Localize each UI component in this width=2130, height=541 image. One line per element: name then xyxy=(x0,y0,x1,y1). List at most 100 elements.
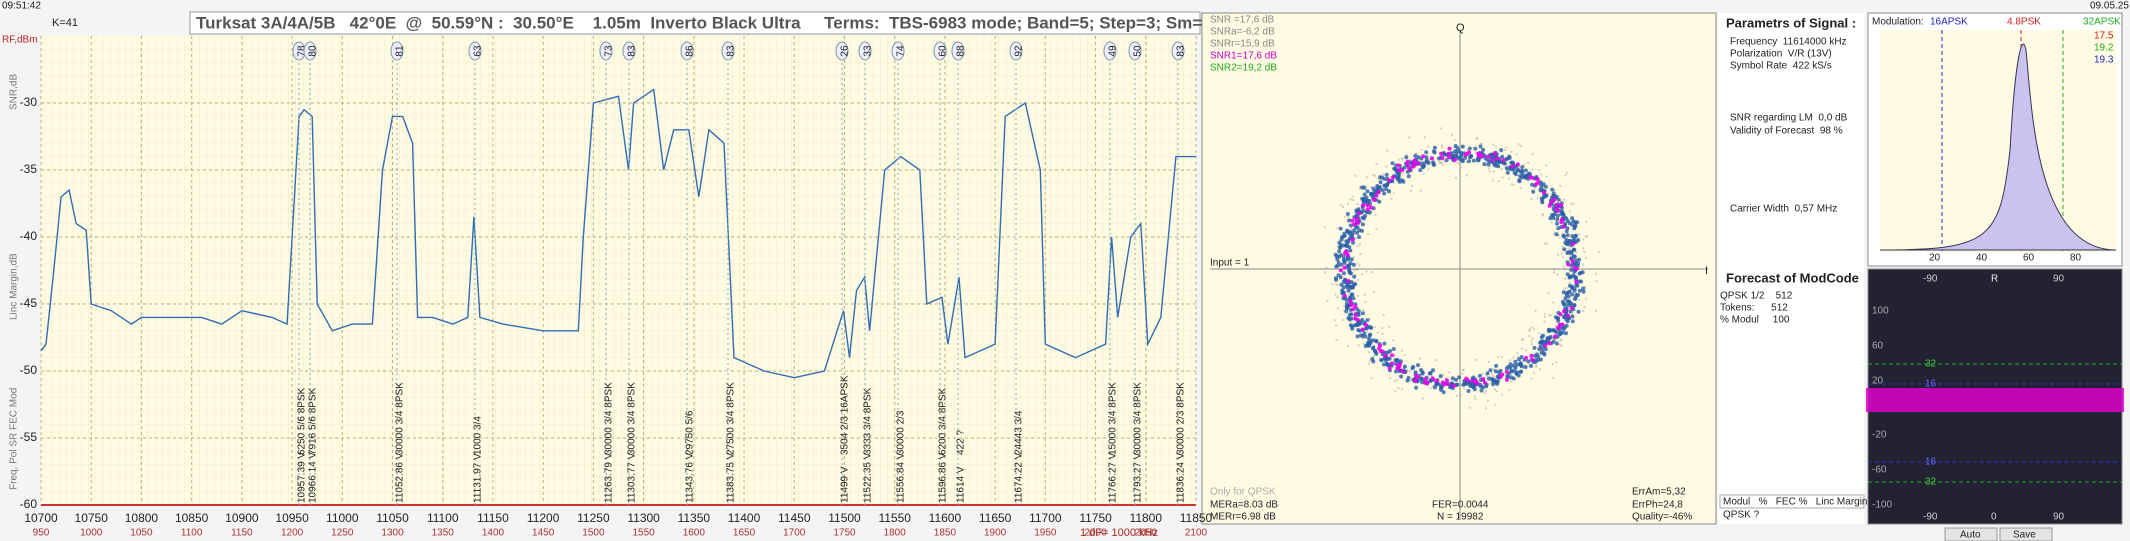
peak-circle xyxy=(858,41,872,61)
iq-point xyxy=(1585,235,1589,238)
mod-value: 19.2 xyxy=(2094,43,2114,54)
iq-point xyxy=(1481,385,1485,390)
iq-point xyxy=(1470,384,1475,389)
iq-point xyxy=(1493,369,1498,374)
iq-point xyxy=(1372,197,1377,202)
iq-point xyxy=(1339,203,1342,207)
iq-point xyxy=(1473,146,1478,151)
iq-point xyxy=(1349,198,1352,201)
iq-point xyxy=(1467,146,1472,151)
iq-point xyxy=(1564,331,1569,336)
iq-point xyxy=(1339,262,1344,267)
peak-params: 3504 2/3 16APSK xyxy=(840,375,851,455)
iq-point xyxy=(1402,165,1407,170)
iq-point xyxy=(1515,162,1520,167)
iq-point xyxy=(1356,323,1360,327)
iq-point xyxy=(1408,370,1412,373)
iq-point xyxy=(1390,197,1393,201)
mod-value: 19.3 xyxy=(2094,55,2114,66)
iq-point xyxy=(1547,292,1550,295)
x-note: 1 dF= 1000 kHz xyxy=(1080,527,1158,539)
iq-point xyxy=(1492,377,1496,382)
iq-point xyxy=(1440,127,1443,130)
iq-point xyxy=(1543,320,1546,323)
x-tick-label: 11400 xyxy=(728,511,761,525)
iq-point xyxy=(1512,183,1516,186)
iq-point xyxy=(1372,173,1375,177)
iq-point xyxy=(1349,280,1354,285)
auto-button-label[interactable]: Auto xyxy=(1960,530,1981,541)
iq-point xyxy=(1536,357,1541,362)
iq-point xyxy=(1342,271,1346,276)
iq-point xyxy=(1461,368,1464,372)
iq-point xyxy=(1492,375,1495,378)
mod-label: Modulation: xyxy=(1872,17,1924,28)
iq-point xyxy=(1486,154,1490,159)
iq-point xyxy=(1366,232,1370,236)
iq-point xyxy=(1565,287,1568,290)
iq-point xyxy=(1492,162,1497,167)
peak-number: 60 xyxy=(938,45,949,57)
iq-point xyxy=(1567,289,1572,294)
peak-number: 74 xyxy=(896,45,907,57)
iq-point xyxy=(1381,326,1384,330)
iq-point xyxy=(1535,352,1539,357)
iq-point xyxy=(1572,226,1577,231)
iq-point xyxy=(1530,343,1534,346)
iq-point xyxy=(1376,331,1379,334)
x-tick-label: 11250 xyxy=(577,511,610,525)
if-tick-label: 1050 xyxy=(130,528,153,539)
iq-point xyxy=(1439,161,1443,164)
iq-point xyxy=(1558,343,1562,346)
iq-point xyxy=(1577,257,1582,262)
iq-point xyxy=(1467,159,1471,164)
iq-point xyxy=(1456,394,1459,398)
iq-point xyxy=(1374,214,1377,217)
save-button-label[interactable]: Save xyxy=(2013,530,2036,541)
peak-number: 80 xyxy=(308,45,319,57)
iq-point xyxy=(1336,307,1340,310)
iq-point xyxy=(1416,161,1421,166)
snr-lm: SNR regarding LM 0,0 dB xyxy=(1730,113,1848,124)
header-box xyxy=(189,11,1201,35)
iq-point xyxy=(1570,216,1575,221)
iq-point xyxy=(1569,267,1574,272)
iq-point xyxy=(1510,164,1515,169)
iq-point xyxy=(1356,202,1359,206)
iq-point xyxy=(1409,379,1412,382)
iq-point xyxy=(1380,349,1385,354)
y-tick-label: -50 xyxy=(20,363,38,377)
x-tick-label: 10950 xyxy=(275,511,309,525)
iq-point xyxy=(1461,372,1464,375)
iq-point xyxy=(1570,222,1575,227)
peak-freq: 11383.75 V xyxy=(726,452,737,503)
iq-point xyxy=(1361,273,1364,276)
iq-point xyxy=(1388,349,1393,353)
constellation-points xyxy=(1323,127,1601,410)
auto-button[interactable] xyxy=(1944,527,1998,541)
iq-point xyxy=(1543,312,1547,316)
err-ph: ErrPh=24,8 xyxy=(1632,500,1683,511)
peak-circle xyxy=(1171,41,1185,61)
iq-point xyxy=(1366,199,1370,203)
iq-point xyxy=(1336,227,1339,230)
iq-point xyxy=(1583,250,1586,253)
iq-point xyxy=(1384,187,1389,192)
iq-point xyxy=(1519,364,1524,369)
iq-point xyxy=(1430,376,1435,381)
iq-point xyxy=(1492,170,1495,173)
rt-tick: 90 xyxy=(2053,512,2065,523)
iq-point xyxy=(1474,398,1477,401)
iq-point xyxy=(1381,332,1384,335)
iq-point xyxy=(1537,332,1541,335)
iq-point xyxy=(1454,377,1458,382)
iq-point xyxy=(1551,206,1556,211)
iq-point xyxy=(1516,373,1521,378)
iq-point xyxy=(1558,312,1563,317)
iq-point xyxy=(1552,197,1557,202)
iq-point xyxy=(1401,158,1405,161)
save-button[interactable] xyxy=(1999,527,2053,541)
iq-point xyxy=(1576,261,1581,266)
iq-point xyxy=(1488,368,1493,373)
iq-point xyxy=(1484,407,1488,410)
